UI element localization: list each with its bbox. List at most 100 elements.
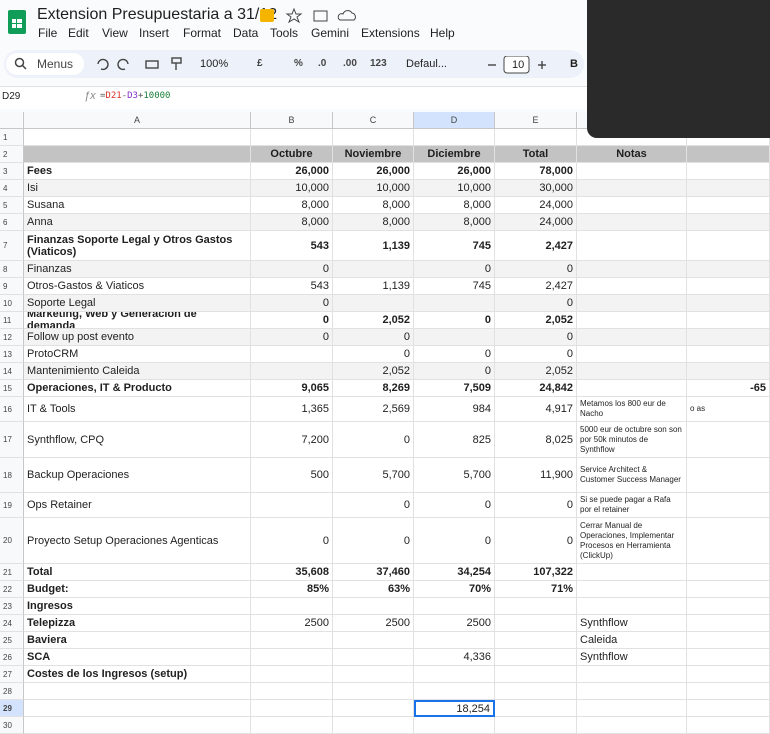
row-number[interactable]: 3: [0, 163, 24, 180]
cell[interactable]: [577, 312, 687, 329]
row-number[interactable]: 26: [0, 649, 24, 666]
cell[interactable]: [687, 329, 770, 346]
cell[interactable]: [687, 363, 770, 380]
cell[interactable]: [577, 581, 687, 598]
cell[interactable]: Telepizza: [24, 615, 251, 632]
row-number[interactable]: 2: [0, 146, 24, 163]
menu-item[interactable]: View: [102, 26, 128, 40]
cell[interactable]: [495, 129, 577, 146]
cell[interactable]: Soporte Legal: [24, 295, 251, 312]
cell[interactable]: [577, 598, 687, 615]
name-box[interactable]: D29: [2, 91, 21, 102]
row-number[interactable]: 20: [0, 518, 24, 564]
cell[interactable]: 2,052: [495, 363, 577, 380]
row-number[interactable]: 17: [0, 422, 24, 458]
font-size[interactable]: 10: [512, 59, 525, 71]
cell[interactable]: [24, 146, 251, 163]
cell[interactable]: [577, 197, 687, 214]
cell[interactable]: [687, 458, 770, 493]
cell[interactable]: [495, 683, 577, 700]
cell[interactable]: Proyecto Setup Operaciones Agenticas: [24, 518, 251, 564]
cell[interactable]: 0: [495, 261, 577, 278]
cell[interactable]: Isi: [24, 180, 251, 197]
cell[interactable]: 1,139: [333, 278, 414, 295]
cell[interactable]: 0: [251, 329, 333, 346]
row-number[interactable]: 15: [0, 380, 24, 397]
row-number[interactable]: 1: [0, 129, 24, 146]
cell[interactable]: [687, 700, 770, 717]
cell[interactable]: [577, 717, 687, 734]
cell[interactable]: [687, 518, 770, 564]
cell[interactable]: 0: [333, 346, 414, 363]
toolbar-button[interactable]: 123: [370, 58, 387, 69]
cell[interactable]: 2,427: [495, 231, 577, 261]
cell[interactable]: 2,052: [333, 363, 414, 380]
menu-item[interactable]: Format: [183, 26, 222, 40]
cell[interactable]: [687, 717, 770, 734]
row-number[interactable]: 5: [0, 197, 24, 214]
cell[interactable]: 10,000: [333, 180, 414, 197]
cell[interactable]: 0: [251, 295, 333, 312]
menu-item[interactable]: Insert: [139, 26, 170, 40]
cell[interactable]: [333, 129, 414, 146]
cell[interactable]: 0: [251, 518, 333, 564]
cell[interactable]: [24, 700, 251, 717]
cell[interactable]: Follow up post evento: [24, 329, 251, 346]
row-number[interactable]: 9: [0, 278, 24, 295]
row-number[interactable]: 30: [0, 717, 24, 734]
cell[interactable]: [414, 598, 495, 615]
menu-item[interactable]: Help: [430, 26, 455, 40]
cell[interactable]: -65: [687, 380, 770, 397]
font-select[interactable]: Defaul...: [406, 58, 447, 70]
cell[interactable]: 0: [333, 493, 414, 518]
cell[interactable]: [333, 295, 414, 312]
cell[interactable]: Synthflow, CPQ: [24, 422, 251, 458]
cell[interactable]: [251, 649, 333, 666]
cell[interactable]: 825: [414, 422, 495, 458]
cell[interactable]: 0: [495, 346, 577, 363]
cell[interactable]: [251, 363, 333, 380]
cell[interactable]: [687, 214, 770, 231]
cell[interactable]: [414, 683, 495, 700]
cell[interactable]: 10,000: [414, 180, 495, 197]
cell[interactable]: [333, 649, 414, 666]
cell[interactable]: Baviera: [24, 632, 251, 649]
cell[interactable]: Total: [495, 146, 577, 163]
cell[interactable]: [687, 278, 770, 295]
cell[interactable]: 30,000: [495, 180, 577, 197]
cell[interactable]: [577, 180, 687, 197]
cell[interactable]: Cerrar Manual de Operaciones, Implementa…: [577, 518, 687, 564]
cell[interactable]: Backup Operaciones: [24, 458, 251, 493]
cell[interactable]: [333, 598, 414, 615]
cell[interactable]: [687, 180, 770, 197]
cell[interactable]: [687, 493, 770, 518]
toolbar-button[interactable]: .0: [318, 58, 327, 69]
cell[interactable]: [414, 295, 495, 312]
cell[interactable]: [495, 632, 577, 649]
row-number[interactable]: 10: [0, 295, 24, 312]
cell[interactable]: 0: [495, 518, 577, 564]
row-number[interactable]: 27: [0, 666, 24, 683]
cell[interactable]: Susana: [24, 197, 251, 214]
cell[interactable]: [251, 129, 333, 146]
cell[interactable]: [687, 649, 770, 666]
cell[interactable]: 8,000: [251, 197, 333, 214]
cell[interactable]: 24,000: [495, 197, 577, 214]
cell[interactable]: [687, 564, 770, 581]
cell[interactable]: 745: [414, 231, 495, 261]
cell[interactable]: 5,700: [414, 458, 495, 493]
menu-item[interactable]: Gemini: [311, 26, 350, 40]
menu-item[interactable]: Tools: [270, 26, 299, 40]
cell[interactable]: [577, 666, 687, 683]
row-number[interactable]: 4: [0, 180, 24, 197]
row-number[interactable]: 22: [0, 581, 24, 598]
cell[interactable]: [577, 295, 687, 312]
cell[interactable]: 0: [414, 261, 495, 278]
cell[interactable]: [251, 666, 333, 683]
row-number[interactable]: 18: [0, 458, 24, 493]
cell[interactable]: [251, 717, 333, 734]
cell[interactable]: 5,700: [333, 458, 414, 493]
cell[interactable]: 0: [333, 329, 414, 346]
row-number[interactable]: 7: [0, 231, 24, 261]
cell[interactable]: Finanzas: [24, 261, 251, 278]
